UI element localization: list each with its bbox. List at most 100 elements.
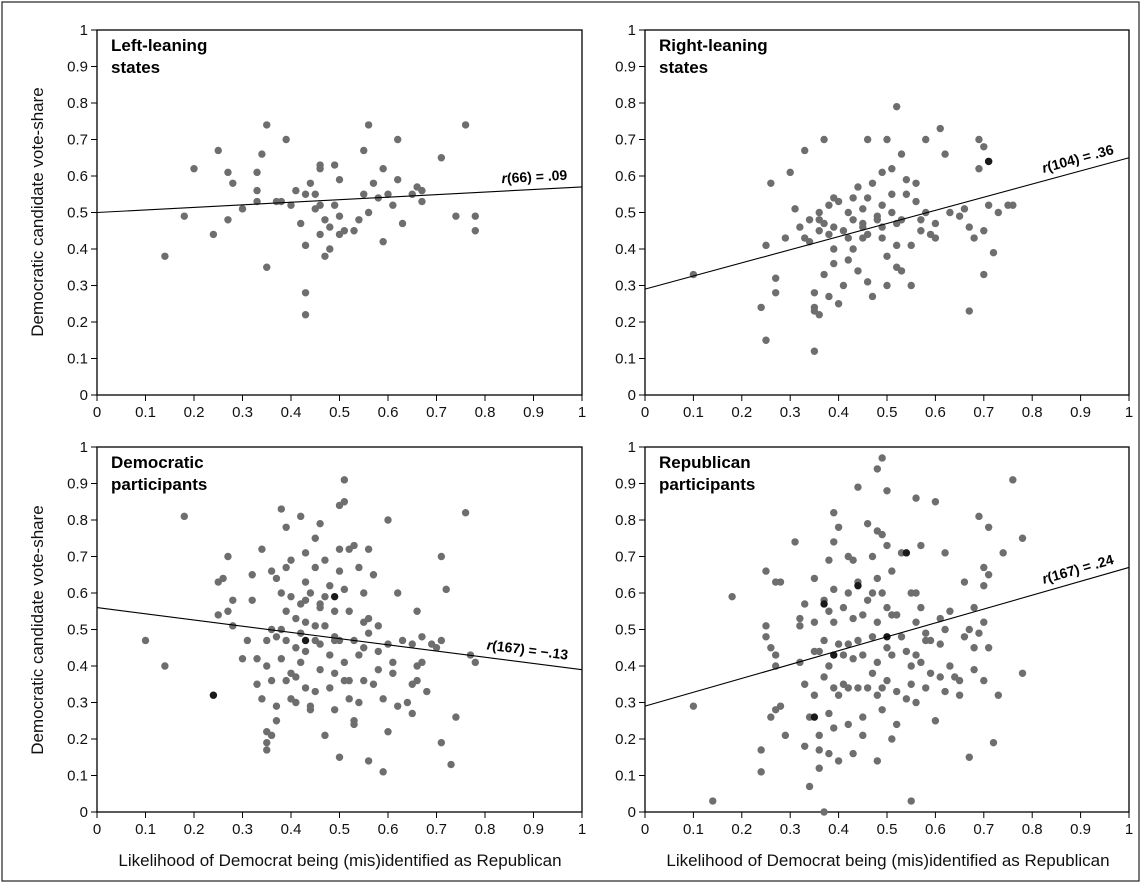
data-point	[364, 121, 373, 129]
data-point	[810, 347, 819, 355]
data-point	[873, 691, 882, 699]
data-point	[447, 760, 455, 769]
data-point	[975, 135, 983, 144]
data-point	[883, 487, 891, 495]
y-tick-label: 0.4	[67, 658, 88, 675]
data-point	[830, 259, 838, 268]
data-point	[277, 589, 285, 597]
data-point	[873, 658, 882, 667]
x-tick-label: 0.4	[828, 404, 849, 421]
data-point	[946, 662, 954, 670]
x-tick-label: 0	[93, 404, 101, 421]
data-point	[161, 252, 169, 260]
x-tick-label: 0.2	[731, 404, 752, 421]
data-point	[931, 219, 940, 228]
data-point	[369, 680, 378, 688]
data-point	[321, 622, 329, 630]
data-point	[263, 263, 271, 271]
data-point	[922, 629, 930, 637]
x-tick-label: 0.1	[135, 821, 156, 838]
data-point	[360, 589, 368, 597]
y-tick-label: 0.3	[67, 695, 88, 712]
data-point	[859, 713, 867, 721]
data-point	[292, 186, 300, 195]
data-point	[965, 753, 973, 761]
data-point	[374, 665, 382, 674]
data-point	[292, 614, 300, 623]
y-tick-label: 1	[80, 439, 88, 456]
data-point	[316, 665, 324, 674]
panel-title: states	[659, 58, 708, 77]
data-point	[815, 647, 823, 656]
data-point	[859, 611, 867, 619]
data-point	[292, 698, 300, 707]
data-point	[311, 534, 319, 542]
data-point	[815, 311, 823, 319]
data-point	[984, 523, 993, 531]
data-point	[888, 190, 896, 198]
data-point	[781, 234, 790, 242]
data-point	[825, 607, 833, 615]
x-tick-label: 0.6	[378, 821, 399, 838]
data-point	[311, 636, 319, 645]
data-point	[830, 245, 838, 253]
data-point	[888, 651, 896, 659]
y-axis-label-bottom: Democratic candidate vote-share	[28, 505, 47, 754]
data-point	[873, 574, 882, 583]
data-point	[311, 622, 319, 630]
data-point	[762, 567, 770, 575]
data-point	[815, 208, 823, 217]
data-point	[907, 680, 915, 688]
data-point	[892, 720, 901, 729]
data-point	[335, 567, 344, 575]
data-point	[238, 655, 247, 663]
data-point	[791, 205, 799, 213]
data-point	[1018, 534, 1027, 542]
x-tick-label: 0.8	[475, 404, 496, 421]
data-point	[360, 644, 368, 652]
data-point	[301, 311, 310, 319]
x-tick-label: 0.6	[378, 404, 399, 421]
data-point	[883, 281, 891, 290]
data-point	[762, 241, 770, 250]
data-point	[834, 757, 843, 765]
data-point	[830, 724, 838, 732]
y-tick-label: 0.4	[615, 658, 636, 675]
data-point	[1018, 669, 1027, 677]
data-point	[830, 585, 838, 594]
data-point	[888, 165, 896, 173]
data-point	[955, 691, 964, 699]
data-point	[805, 782, 814, 791]
data-point	[384, 516, 392, 524]
data-point	[238, 205, 247, 213]
data-point	[844, 640, 852, 648]
data-point	[282, 636, 290, 645]
y-tick-label: 0.6	[615, 585, 636, 602]
data-point	[878, 706, 886, 714]
data-point	[801, 680, 809, 688]
data-point	[330, 669, 339, 677]
y-tick-label: 0.9	[67, 476, 88, 493]
data-point	[253, 680, 261, 688]
data-point	[941, 687, 949, 696]
data-point	[297, 512, 305, 521]
data-point	[849, 194, 857, 202]
data-point	[267, 731, 276, 740]
data-point	[926, 669, 935, 677]
data-point	[970, 665, 978, 674]
data-point	[326, 245, 334, 253]
data-point	[258, 695, 266, 703]
data-point	[272, 702, 281, 710]
data-point	[863, 230, 872, 239]
data-point	[941, 549, 949, 557]
x-tick-label: 0.8	[1022, 821, 1043, 838]
data-point	[277, 625, 285, 634]
data-point	[398, 636, 407, 645]
data-point	[301, 289, 310, 297]
data-point	[335, 545, 344, 553]
data-point	[408, 640, 416, 648]
data-point	[844, 256, 852, 264]
data-point	[970, 603, 978, 612]
data-point	[820, 673, 828, 681]
data-point	[423, 687, 431, 696]
